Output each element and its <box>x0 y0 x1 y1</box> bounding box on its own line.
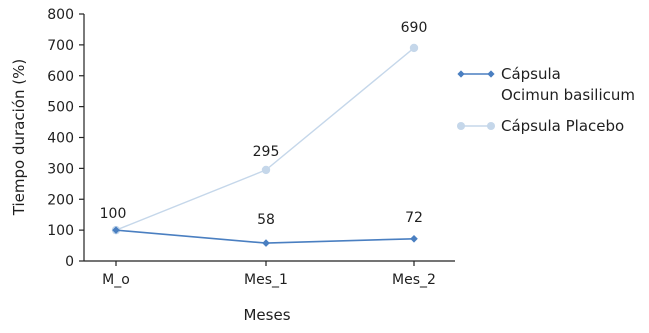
series-point <box>261 165 271 175</box>
legend-item: Cápsula Placebo <box>457 117 624 135</box>
y-tick-label: 700 <box>47 38 74 54</box>
series-line-1 <box>115 47 415 231</box>
y-tick-label: 500 <box>47 100 74 116</box>
y-tick-label: 800 <box>47 7 74 23</box>
legend-marker <box>487 70 495 78</box>
series-point <box>410 234 418 243</box>
legend-label: Ocimun basilicum <box>501 86 635 104</box>
legend-marker <box>457 122 465 130</box>
y-tick-label: 600 <box>47 69 74 85</box>
legend-label: Cápsula <box>501 65 561 83</box>
y-tick-label: 300 <box>47 161 74 177</box>
legend: Cápsula Ocimun basilicum Cápsula Placebo <box>457 65 635 135</box>
y-tick-label: 100 <box>47 223 74 239</box>
x-tick-label: Mes_1 <box>244 272 288 288</box>
series-point <box>409 43 419 53</box>
legend-marker <box>457 70 465 78</box>
series-point <box>262 239 270 247</box>
y-tick-label: 0 <box>65 254 74 270</box>
data-labels: 58 72 100 295 690 <box>100 20 428 228</box>
x-tick-label: Mes_2 <box>392 272 436 288</box>
x-tick-label: M_o <box>102 272 130 288</box>
series-point <box>112 226 120 234</box>
data-label: 58 <box>257 212 275 228</box>
y-tick-label: 200 <box>47 192 74 208</box>
data-label: 295 <box>253 144 280 160</box>
axes: 0 100 200 300 400 500 600 700 800 M_o Mes_1 Mes_2 <box>47 7 455 288</box>
series-layer <box>111 43 419 247</box>
y-axis-title: Tiempo duración (%) <box>10 59 28 216</box>
y-tick-label: 400 <box>47 131 74 147</box>
legend-label: Cápsula Placebo <box>501 117 624 135</box>
data-label: 72 <box>405 210 423 226</box>
legend-marker <box>487 122 495 130</box>
data-label: 690 <box>401 20 428 36</box>
legend-item: Cápsula Ocimun basilicum <box>457 65 635 104</box>
x-axis-title: Meses <box>243 306 290 324</box>
data-label: 100 <box>100 206 127 222</box>
